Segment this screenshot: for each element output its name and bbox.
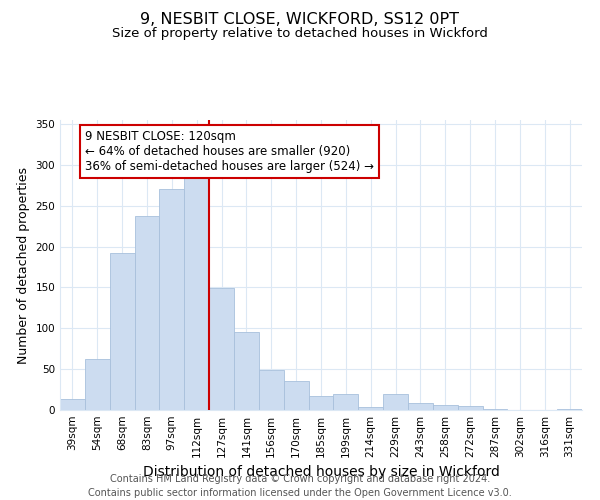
Bar bbox=[334, 394, 358, 410]
Bar bbox=[160, 190, 184, 410]
Bar bbox=[358, 406, 383, 410]
Bar bbox=[408, 404, 433, 410]
Bar bbox=[184, 177, 209, 410]
Text: 9, NESBIT CLOSE, WICKFORD, SS12 0PT: 9, NESBIT CLOSE, WICKFORD, SS12 0PT bbox=[140, 12, 460, 28]
Bar bbox=[433, 405, 458, 410]
Bar bbox=[458, 406, 482, 410]
Bar bbox=[234, 332, 259, 410]
Text: Size of property relative to detached houses in Wickford: Size of property relative to detached ho… bbox=[112, 28, 488, 40]
Y-axis label: Number of detached properties: Number of detached properties bbox=[17, 166, 30, 364]
Bar bbox=[259, 370, 284, 410]
Bar bbox=[308, 396, 334, 410]
Bar bbox=[85, 360, 110, 410]
Bar bbox=[482, 409, 508, 410]
Bar bbox=[284, 382, 308, 410]
Bar bbox=[110, 253, 134, 410]
Bar bbox=[557, 409, 582, 410]
Text: Contains HM Land Registry data © Crown copyright and database right 2024.
Contai: Contains HM Land Registry data © Crown c… bbox=[88, 474, 512, 498]
Bar bbox=[209, 288, 234, 410]
X-axis label: Distribution of detached houses by size in Wickford: Distribution of detached houses by size … bbox=[143, 466, 499, 479]
Text: 9 NESBIT CLOSE: 120sqm
← 64% of detached houses are smaller (920)
36% of semi-de: 9 NESBIT CLOSE: 120sqm ← 64% of detached… bbox=[85, 130, 374, 173]
Bar bbox=[60, 400, 85, 410]
Bar bbox=[134, 216, 160, 410]
Bar bbox=[383, 394, 408, 410]
